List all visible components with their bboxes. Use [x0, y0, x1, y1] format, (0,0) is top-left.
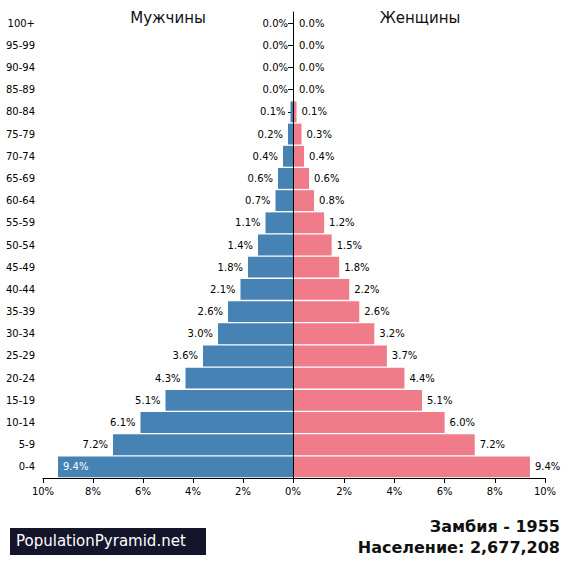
svg-text:0.0%: 0.0% [263, 84, 288, 95]
svg-text:9.4%: 9.4% [63, 461, 88, 472]
svg-text:1.1%: 1.1% [235, 217, 260, 228]
svg-text:0.0%: 0.0% [263, 18, 288, 29]
svg-text:75-79: 75-79 [6, 129, 35, 140]
svg-text:2.6%: 2.6% [198, 306, 223, 317]
svg-text:0.6%: 0.6% [314, 173, 339, 184]
svg-text:1.8%: 1.8% [344, 262, 369, 273]
svg-text:20-24: 20-24 [6, 373, 35, 384]
svg-text:3.2%: 3.2% [379, 328, 404, 339]
svg-text:55-59: 55-59 [6, 217, 35, 228]
svg-text:5.1%: 5.1% [427, 395, 452, 406]
svg-text:1.5%: 1.5% [337, 240, 362, 251]
svg-text:8%: 8% [85, 486, 101, 497]
svg-text:0.4%: 0.4% [309, 151, 334, 162]
svg-text:1.4%: 1.4% [228, 240, 253, 251]
svg-text:Женщины: Женщины [380, 9, 461, 27]
svg-text:0.1%: 0.1% [302, 106, 327, 117]
svg-text:0.0%: 0.0% [299, 40, 324, 51]
svg-text:10%: 10% [32, 486, 54, 497]
svg-text:4%: 4% [386, 486, 402, 497]
svg-text:25-29: 25-29 [6, 350, 35, 361]
svg-text:1.8%: 1.8% [218, 262, 243, 273]
svg-text:65-69: 65-69 [6, 173, 35, 184]
svg-text:10-14: 10-14 [6, 417, 35, 428]
svg-text:0.0%: 0.0% [299, 18, 324, 29]
svg-text:Население:: Население: [358, 538, 470, 557]
svg-text:0.7%: 0.7% [245, 195, 270, 206]
svg-text:6%: 6% [437, 486, 453, 497]
svg-text:0.0%: 0.0% [263, 62, 288, 73]
svg-text:45-49: 45-49 [6, 262, 35, 273]
svg-text:15-19: 15-19 [6, 395, 35, 406]
svg-text:0.8%: 0.8% [319, 195, 344, 206]
svg-text:40-44: 40-44 [6, 284, 35, 295]
svg-text:0.1%: 0.1% [260, 106, 285, 117]
svg-text:8%: 8% [487, 486, 503, 497]
svg-text:0-4: 0-4 [19, 461, 35, 472]
svg-text:7.2%: 7.2% [480, 439, 505, 450]
svg-text:5-9: 5-9 [19, 439, 35, 450]
svg-text:60-64: 60-64 [6, 195, 35, 206]
svg-text:0.0%: 0.0% [263, 40, 288, 51]
svg-text:Мужчины: Мужчины [130, 9, 206, 27]
svg-text:95-99: 95-99 [6, 40, 35, 51]
svg-text:6%: 6% [135, 486, 151, 497]
svg-text:4%: 4% [185, 486, 201, 497]
svg-text:2,677,208: 2,677,208 [470, 538, 560, 557]
svg-text:30-34: 30-34 [6, 328, 35, 339]
svg-text:0.0%: 0.0% [299, 84, 324, 95]
svg-text:Замбия - 1955: Замбия - 1955 [430, 517, 560, 536]
svg-text:85-89: 85-89 [6, 84, 35, 95]
svg-text:0.2%: 0.2% [258, 129, 283, 140]
svg-text:100+: 100+ [8, 18, 35, 29]
svg-text:80-84: 80-84 [6, 106, 35, 117]
svg-text:70-74: 70-74 [6, 151, 35, 162]
svg-text:4.4%: 4.4% [409, 373, 434, 384]
svg-text:9.4%: 9.4% [535, 461, 560, 472]
svg-text:50-54: 50-54 [6, 240, 35, 251]
svg-text:2%: 2% [336, 486, 352, 497]
svg-text:1.2%: 1.2% [329, 217, 354, 228]
svg-text:4.3%: 4.3% [155, 373, 180, 384]
svg-text:90-94: 90-94 [6, 62, 35, 73]
svg-text:2.2%: 2.2% [354, 284, 379, 295]
svg-text:0.0%: 0.0% [299, 62, 324, 73]
svg-text:PopulationPyramid.net: PopulationPyramid.net [16, 532, 186, 550]
svg-text:0.3%: 0.3% [307, 129, 332, 140]
svg-text:0%: 0% [285, 486, 301, 497]
svg-text:3.6%: 3.6% [173, 350, 198, 361]
svg-text:3.0%: 3.0% [188, 328, 213, 339]
svg-text:6.0%: 6.0% [450, 417, 475, 428]
svg-text:7.2%: 7.2% [83, 439, 108, 450]
svg-text:10%: 10% [534, 486, 556, 497]
svg-text:5.1%: 5.1% [135, 395, 160, 406]
svg-text:6.1%: 6.1% [110, 417, 135, 428]
svg-text:35-39: 35-39 [6, 306, 35, 317]
svg-text:2.6%: 2.6% [364, 306, 389, 317]
svg-text:0.4%: 0.4% [253, 151, 278, 162]
svg-text:0.6%: 0.6% [248, 173, 273, 184]
svg-text:2.1%: 2.1% [210, 284, 235, 295]
svg-text:2%: 2% [235, 486, 251, 497]
svg-text:3.7%: 3.7% [392, 350, 417, 361]
